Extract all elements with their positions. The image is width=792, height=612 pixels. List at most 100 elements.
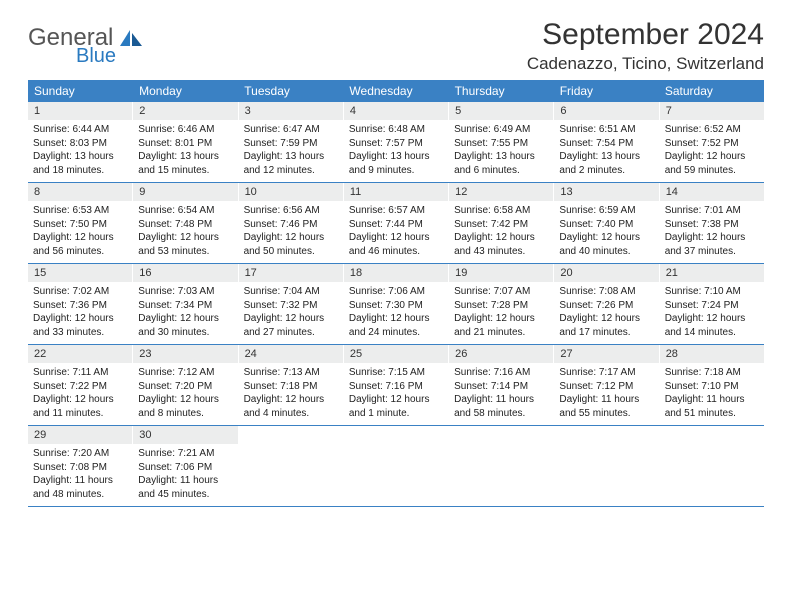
day-number: 30 xyxy=(133,426,237,444)
day-number: 18 xyxy=(344,264,448,282)
sunset-line: Sunset: 7:30 PM xyxy=(349,299,443,313)
day-body: Sunrise: 7:01 AMSunset: 7:38 PMDaylight:… xyxy=(660,201,764,263)
sunset-line: Sunset: 7:28 PM xyxy=(454,299,548,313)
daylight-line: Daylight: 11 hours and 48 minutes. xyxy=(33,474,127,501)
sunrise-line: Sunrise: 6:59 AM xyxy=(559,204,653,218)
day-cell: 19Sunrise: 7:07 AMSunset: 7:28 PMDayligh… xyxy=(449,264,554,344)
sunrise-line: Sunrise: 7:10 AM xyxy=(665,285,759,299)
day-cell xyxy=(660,426,764,506)
day-cell: 24Sunrise: 7:13 AMSunset: 7:18 PMDayligh… xyxy=(239,345,344,425)
sunset-line: Sunset: 7:42 PM xyxy=(454,218,548,232)
sunrise-line: Sunrise: 7:04 AM xyxy=(244,285,338,299)
day-body: Sunrise: 7:18 AMSunset: 7:10 PMDaylight:… xyxy=(660,363,764,425)
day-cell xyxy=(344,426,449,506)
sunrise-line: Sunrise: 6:47 AM xyxy=(244,123,338,137)
sunset-line: Sunset: 7:48 PM xyxy=(138,218,232,232)
sunset-line: Sunset: 7:14 PM xyxy=(454,380,548,394)
day-body: Sunrise: 6:49 AMSunset: 7:55 PMDaylight:… xyxy=(449,120,553,182)
weekday-header: Friday xyxy=(554,80,659,102)
daylight-line: Daylight: 13 hours and 9 minutes. xyxy=(349,150,443,177)
daylight-line: Daylight: 12 hours and 4 minutes. xyxy=(244,393,338,420)
weekday-header: Thursday xyxy=(449,80,554,102)
sunrise-line: Sunrise: 7:03 AM xyxy=(138,285,232,299)
weekday-header: Tuesday xyxy=(238,80,343,102)
sunset-line: Sunset: 7:12 PM xyxy=(559,380,653,394)
daylight-line: Daylight: 11 hours and 58 minutes. xyxy=(454,393,548,420)
day-body: Sunrise: 7:06 AMSunset: 7:30 PMDaylight:… xyxy=(344,282,448,344)
daylight-line: Daylight: 12 hours and 40 minutes. xyxy=(559,231,653,258)
sunrise-line: Sunrise: 7:01 AM xyxy=(665,204,759,218)
weekday-header: Wednesday xyxy=(343,80,448,102)
sunset-line: Sunset: 7:22 PM xyxy=(33,380,127,394)
sunrise-line: Sunrise: 6:56 AM xyxy=(244,204,338,218)
sunrise-line: Sunrise: 6:44 AM xyxy=(33,123,127,137)
day-number xyxy=(344,426,448,444)
day-cell: 2Sunrise: 6:46 AMSunset: 8:01 PMDaylight… xyxy=(133,102,238,182)
day-body: Sunrise: 7:17 AMSunset: 7:12 PMDaylight:… xyxy=(554,363,658,425)
day-cell: 3Sunrise: 6:47 AMSunset: 7:59 PMDaylight… xyxy=(239,102,344,182)
day-cell: 17Sunrise: 7:04 AMSunset: 7:32 PMDayligh… xyxy=(239,264,344,344)
sunset-line: Sunset: 7:50 PM xyxy=(33,218,127,232)
day-number xyxy=(554,426,658,444)
daylight-line: Daylight: 12 hours and 50 minutes. xyxy=(244,231,338,258)
sunrise-line: Sunrise: 6:58 AM xyxy=(454,204,548,218)
sunset-line: Sunset: 7:40 PM xyxy=(559,218,653,232)
day-number: 24 xyxy=(239,345,343,363)
day-cell: 23Sunrise: 7:12 AMSunset: 7:20 PMDayligh… xyxy=(133,345,238,425)
sunrise-line: Sunrise: 6:54 AM xyxy=(138,204,232,218)
sunrise-line: Sunrise: 7:15 AM xyxy=(349,366,443,380)
daylight-line: Daylight: 11 hours and 45 minutes. xyxy=(138,474,232,501)
day-cell: 22Sunrise: 7:11 AMSunset: 7:22 PMDayligh… xyxy=(28,345,133,425)
day-cell: 6Sunrise: 6:51 AMSunset: 7:54 PMDaylight… xyxy=(554,102,659,182)
daylight-line: Daylight: 12 hours and 46 minutes. xyxy=(349,231,443,258)
day-cell: 15Sunrise: 7:02 AMSunset: 7:36 PMDayligh… xyxy=(28,264,133,344)
week-row: 29Sunrise: 7:20 AMSunset: 7:08 PMDayligh… xyxy=(28,426,764,507)
day-cell: 20Sunrise: 7:08 AMSunset: 7:26 PMDayligh… xyxy=(554,264,659,344)
day-number: 10 xyxy=(239,183,343,201)
daylight-line: Daylight: 12 hours and 24 minutes. xyxy=(349,312,443,339)
day-body: Sunrise: 6:58 AMSunset: 7:42 PMDaylight:… xyxy=(449,201,553,263)
sunset-line: Sunset: 7:55 PM xyxy=(454,137,548,151)
sunrise-line: Sunrise: 7:06 AM xyxy=(349,285,443,299)
sunset-line: Sunset: 8:01 PM xyxy=(138,137,232,151)
daylight-line: Daylight: 11 hours and 51 minutes. xyxy=(665,393,759,420)
day-cell xyxy=(554,426,659,506)
day-number xyxy=(449,426,553,444)
day-number: 22 xyxy=(28,345,132,363)
daylight-line: Daylight: 12 hours and 17 minutes. xyxy=(559,312,653,339)
day-body: Sunrise: 6:51 AMSunset: 7:54 PMDaylight:… xyxy=(554,120,658,182)
sunrise-line: Sunrise: 6:49 AM xyxy=(454,123,548,137)
sunrise-line: Sunrise: 7:13 AM xyxy=(244,366,338,380)
sunrise-line: Sunrise: 7:17 AM xyxy=(559,366,653,380)
day-number: 20 xyxy=(554,264,658,282)
daylight-line: Daylight: 12 hours and 33 minutes. xyxy=(33,312,127,339)
sunset-line: Sunset: 7:46 PM xyxy=(244,218,338,232)
daylight-line: Daylight: 12 hours and 14 minutes. xyxy=(665,312,759,339)
week-row: 22Sunrise: 7:11 AMSunset: 7:22 PMDayligh… xyxy=(28,345,764,426)
day-cell: 12Sunrise: 6:58 AMSunset: 7:42 PMDayligh… xyxy=(449,183,554,263)
day-cell: 18Sunrise: 7:06 AMSunset: 7:30 PMDayligh… xyxy=(344,264,449,344)
day-number: 6 xyxy=(554,102,658,120)
sunrise-line: Sunrise: 6:57 AM xyxy=(349,204,443,218)
day-cell: 11Sunrise: 6:57 AMSunset: 7:44 PMDayligh… xyxy=(344,183,449,263)
weekday-header: Monday xyxy=(133,80,238,102)
day-body: Sunrise: 7:10 AMSunset: 7:24 PMDaylight:… xyxy=(660,282,764,344)
sunset-line: Sunset: 7:24 PM xyxy=(665,299,759,313)
sunrise-line: Sunrise: 7:20 AM xyxy=(33,447,127,461)
day-body: Sunrise: 6:53 AMSunset: 7:50 PMDaylight:… xyxy=(28,201,132,263)
sunset-line: Sunset: 7:20 PM xyxy=(138,380,232,394)
day-cell xyxy=(239,426,344,506)
day-body: Sunrise: 7:21 AMSunset: 7:06 PMDaylight:… xyxy=(133,444,237,506)
weekday-header: Sunday xyxy=(28,80,133,102)
day-body: Sunrise: 7:04 AMSunset: 7:32 PMDaylight:… xyxy=(239,282,343,344)
day-number: 14 xyxy=(660,183,764,201)
logo: General Blue xyxy=(28,26,144,66)
day-body: Sunrise: 7:12 AMSunset: 7:20 PMDaylight:… xyxy=(133,363,237,425)
week-row: 1Sunrise: 6:44 AMSunset: 8:03 PMDaylight… xyxy=(28,102,764,183)
sunrise-line: Sunrise: 7:08 AM xyxy=(559,285,653,299)
sunset-line: Sunset: 7:44 PM xyxy=(349,218,443,232)
sunset-line: Sunset: 7:36 PM xyxy=(33,299,127,313)
week-row: 8Sunrise: 6:53 AMSunset: 7:50 PMDaylight… xyxy=(28,183,764,264)
daylight-line: Daylight: 13 hours and 12 minutes. xyxy=(244,150,338,177)
day-cell: 14Sunrise: 7:01 AMSunset: 7:38 PMDayligh… xyxy=(660,183,764,263)
